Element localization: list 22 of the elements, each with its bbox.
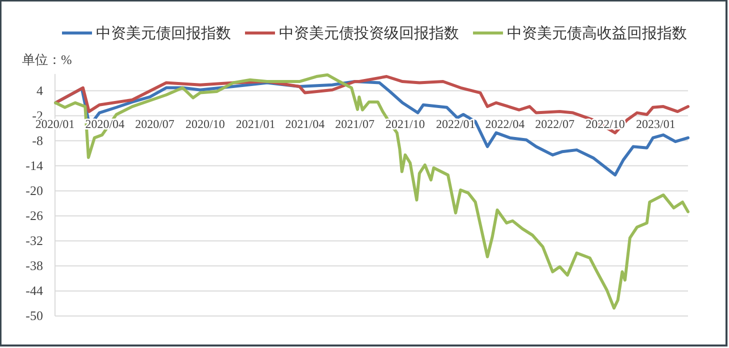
y-tick-label: -50 [26, 308, 43, 324]
y-tick-label: -32 [26, 233, 43, 248]
x-tick-label: 2021/04 [285, 116, 325, 131]
y-tick-label: 4 [36, 82, 44, 98]
x-tick-label: 2021/01 [236, 116, 276, 131]
y-tick-label: -14 [26, 158, 44, 173]
y-tick-label: -26 [26, 208, 44, 224]
x-tick-label: 2021/07 [335, 116, 374, 131]
x-tick-label: 2022/01 [436, 116, 476, 131]
legend-label: 中资美元债回报指数 [96, 25, 231, 42]
y-tick-label: -38 [26, 258, 43, 274]
y-tick-label: -20 [26, 182, 43, 198]
x-tick-label: 2022/04 [485, 116, 525, 131]
y-tick-label: -44 [26, 283, 44, 298]
y-axis-title: 单位：% [22, 52, 72, 67]
x-tick-label: 2023/01 [636, 116, 676, 131]
x-tick-label: 2020/07 [135, 116, 174, 131]
y-tick-label: -8 [32, 132, 43, 148]
legend-label: 中资美元债投资级回报指数 [279, 25, 459, 42]
legend-label: 中资美元债高收益回报指数 [507, 25, 687, 42]
x-tick-label: 2020/10 [185, 116, 225, 131]
x-tick-label: 2022/07 [535, 116, 574, 131]
